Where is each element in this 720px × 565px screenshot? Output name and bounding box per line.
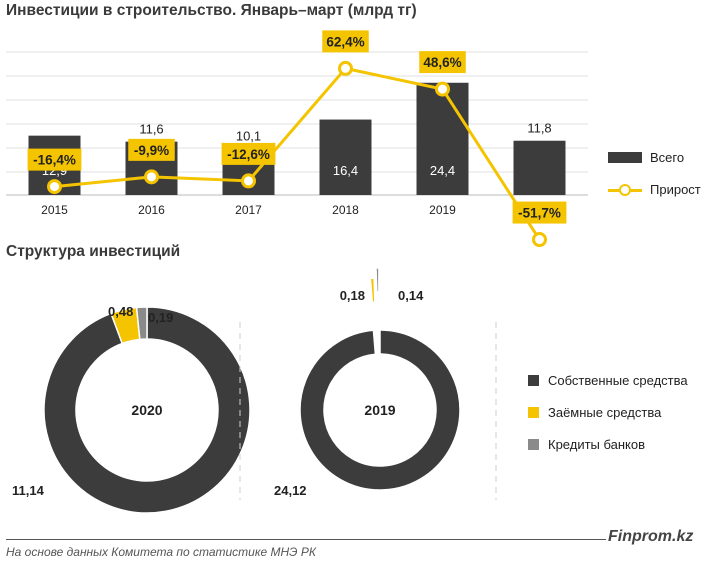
chart-title: Инвестиции в строительство. Январь–март … [6, 2, 417, 19]
growth-point-2015 [47, 179, 62, 195]
donut-value-label: 0,18 [340, 288, 365, 303]
donut-value-label: 24,12 [274, 483, 307, 498]
bar-total-2018 [319, 119, 372, 195]
growth-label-box [27, 148, 82, 171]
donut-slice-borrowed [369, 277, 376, 304]
brand-label: Finprom.kz [608, 528, 694, 545]
source-note: На основе данных Комитета по статистике … [6, 545, 316, 559]
bar-value-label: 10,1 [236, 129, 261, 144]
growth-label-box [128, 138, 175, 161]
x-tick-label: 2018 [332, 203, 359, 217]
legend-label-own: Собственные средства [548, 373, 688, 388]
legend-growth: Прирост [608, 182, 701, 197]
donut-value-label: 0,48 [108, 304, 133, 319]
bar-total-2020 [513, 140, 566, 195]
legend-swatch-growth [608, 183, 642, 196]
legend-label-borrowed: Заёмные средства [548, 405, 662, 420]
growth-label-box [322, 30, 369, 53]
source-divider [6, 539, 606, 540]
growth-label: 48,6% [423, 55, 461, 70]
donut-slice-own [299, 329, 461, 491]
x-tick-label: 2017 [235, 203, 262, 217]
legend-swatch-own [528, 375, 539, 386]
donut-value-label: 0,14 [398, 288, 424, 303]
x-tick-label: 2019 [429, 203, 456, 217]
growth-label: -9,9% [134, 143, 169, 158]
bar-value-label: 16,4 [333, 163, 358, 178]
growth-label: 62,4% [326, 34, 364, 49]
growth-label-box [221, 142, 276, 165]
bar-value-label: 24,4 [430, 163, 455, 178]
growth-point-2016 [144, 169, 159, 185]
legend-label-total: Всего [650, 150, 685, 165]
growth-label-box [512, 201, 567, 224]
donut-value-label: 11,14 [12, 483, 45, 498]
donut-slice-bank [375, 267, 380, 293]
donut-slice-own [43, 306, 251, 514]
growth-label: -16,4% [33, 153, 76, 168]
growth-point-2019 [435, 81, 450, 97]
legend-swatch-total [608, 152, 642, 163]
bar-total-2019 [416, 82, 469, 195]
growth-point-2017 [241, 173, 256, 189]
growth-point-2018 [338, 60, 353, 76]
legend-borrowed: Заёмные средства [528, 405, 661, 420]
x-tick-label: 2015 [41, 203, 68, 217]
donut-center-label: 2019 [364, 402, 395, 418]
bar-value-label: 11,8 [527, 121, 551, 136]
growth-label: -12,6% [227, 147, 270, 162]
legend-swatch-bank [528, 439, 539, 450]
bar-value-label: 11,6 [139, 122, 163, 137]
structure-title: Структура инвестиций [6, 243, 181, 260]
legend-bank: Кредиты банков [528, 437, 645, 452]
legend-label-bank: Кредиты банков [548, 437, 646, 452]
legend-total: Всего [608, 150, 684, 165]
growth-label: -51,7% [518, 206, 561, 221]
donut-slice-bank [135, 306, 148, 341]
legend-label-growth: Прирост [650, 182, 701, 197]
donut-center-label: 2020 [131, 402, 162, 418]
growth-label-box [419, 51, 466, 74]
growth-point-2020 [532, 232, 547, 248]
growth-line [54, 66, 541, 241]
legend-own: Собственные средства [528, 373, 688, 388]
donut-value-label: 0,19 [148, 310, 173, 325]
x-tick-label: 2016 [138, 203, 165, 217]
legend-swatch-borrowed [528, 407, 539, 418]
